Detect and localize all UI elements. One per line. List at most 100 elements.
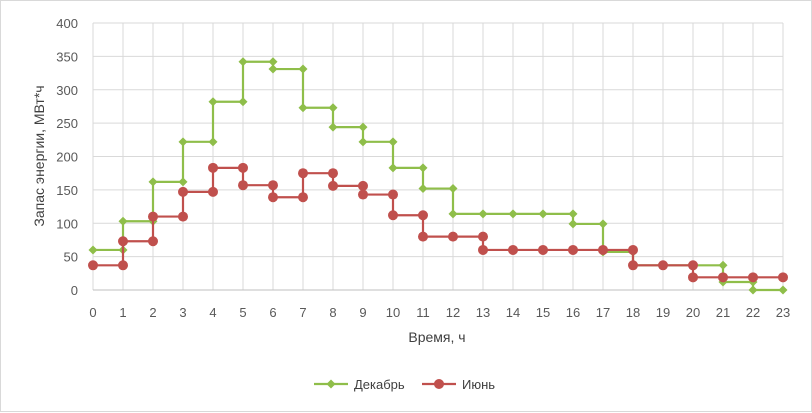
data-point [538,209,548,219]
x-tick-label: 16 [566,305,580,320]
data-point [268,180,278,191]
data-point [238,180,248,191]
data-point [388,137,398,147]
data-point [358,122,368,132]
data-point [148,177,158,187]
data-point [718,272,728,283]
data-point [148,236,158,247]
x-tick-label: 6 [269,305,276,320]
x-tick-label: 9 [359,305,366,320]
legend: Декабрь Июнь [314,377,495,392]
data-point [118,260,128,271]
data-point [448,184,458,194]
data-point [298,192,308,203]
series-dekabr [88,57,788,295]
data-point [298,103,308,113]
data-point [598,244,608,255]
data-point [748,272,758,283]
data-point [238,97,248,107]
data-point [358,137,368,147]
data-point [538,244,548,255]
data-point [688,260,698,271]
data-point [478,209,488,219]
y-tick-label: 0 [71,283,78,298]
legend-marker [434,379,444,389]
series-line [93,60,783,292]
x-tick-label: 20 [686,305,700,320]
legend-item-iyun: Июнь [422,377,495,392]
data-point [388,163,398,173]
y-axis-title: Запас энергии, МВт*ч [31,85,47,226]
data-point [418,163,428,173]
series-iyun [88,162,788,283]
data-point [778,285,788,295]
data-point [358,189,368,200]
legend-item-dekabr: Декабрь [314,377,405,392]
data-point [178,211,188,222]
x-tick-label: 19 [656,305,670,320]
data-point [478,231,488,242]
data-point [208,162,218,173]
data-point [388,189,398,200]
data-point [718,260,728,270]
data-point [388,210,398,221]
data-point [628,260,638,271]
data-point [268,57,278,67]
y-tick-label: 350 [56,49,78,64]
data-point [298,168,308,179]
data-point [328,122,338,132]
x-tick-label: 14 [506,305,520,320]
data-point [448,231,458,242]
x-tick-label: 5 [239,305,246,320]
x-tick-label: 7 [299,305,306,320]
data-point [148,211,158,222]
data-point [238,162,248,173]
data-point [688,272,698,283]
data-point [88,245,98,255]
y-tick-label: 200 [56,150,78,165]
data-point [358,180,368,191]
data-point [568,244,578,255]
data-point [208,137,218,147]
y-tick-label: 400 [56,16,78,31]
data-point [328,168,338,179]
x-tick-label: 22 [746,305,760,320]
x-tick-label: 3 [179,305,186,320]
x-tick-label: 0 [89,305,96,320]
data-point [118,236,128,247]
data-point [508,209,518,219]
x-tick-label: 15 [536,305,550,320]
x-tick-label: 17 [596,305,610,320]
data-point [478,244,488,255]
data-point [418,184,428,194]
x-tick-label: 21 [716,305,730,320]
x-tick-label: 12 [446,305,460,320]
x-tick-label: 10 [386,305,400,320]
series-layer [88,57,788,295]
data-point [598,219,608,229]
data-point [628,244,638,255]
x-tick-label: 1 [119,305,126,320]
x-tick-label: 23 [776,305,790,320]
legend-marker [326,379,336,389]
data-point [418,210,428,221]
x-tick-label: 4 [209,305,216,320]
data-point [448,209,458,219]
x-axis-title: Время, ч [408,329,465,345]
data-point [268,64,278,74]
data-point [568,219,578,229]
data-point [208,97,218,107]
data-point [328,103,338,113]
x-tick-label: 2 [149,305,156,320]
x-tick-label: 13 [476,305,490,320]
y-tick-label: 50 [64,250,78,265]
x-tick-label: 18 [626,305,640,320]
data-point [118,216,128,226]
y-tick-label: 250 [56,116,78,131]
data-point [238,57,248,67]
y-tick-label: 300 [56,83,78,98]
data-point [268,192,278,203]
legend-label: Декабрь [354,377,405,392]
